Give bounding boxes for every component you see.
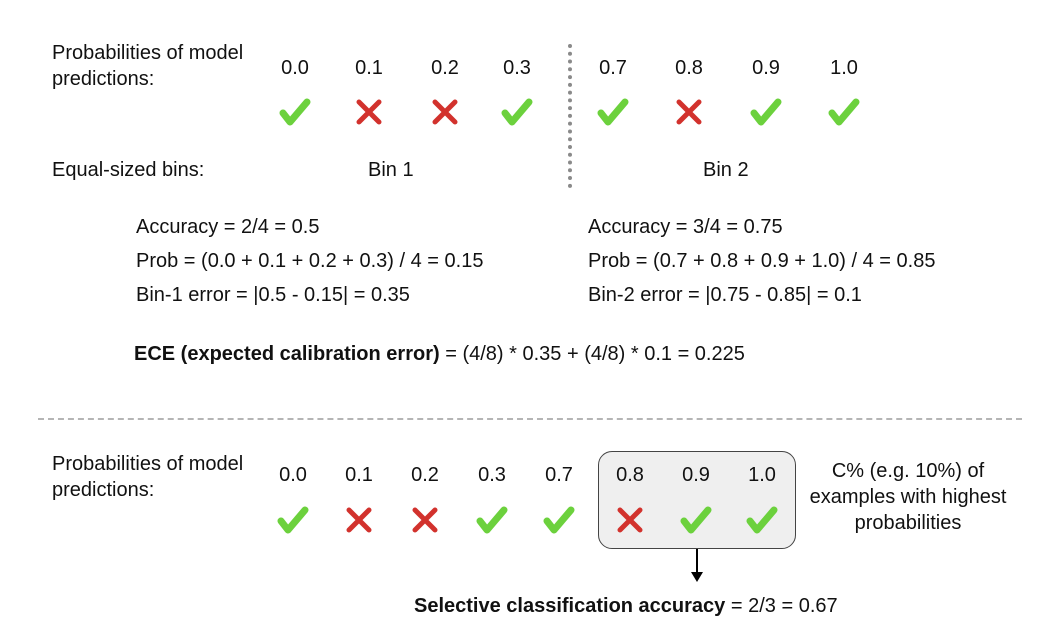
top-prob-label: 0.1 <box>355 57 383 79</box>
cross-icon <box>405 500 445 540</box>
top-probabilities-label: Probabilities of model predictions: <box>52 42 244 90</box>
selective-accuracy-calculation: = 2/3 = 0.67 <box>725 595 838 617</box>
bottom-prob-label: 1.0 <box>748 464 776 486</box>
bins-label: Equal-sized bins: <box>52 159 205 181</box>
check-icon <box>742 500 782 540</box>
check-icon <box>539 500 579 540</box>
cross-icon <box>425 92 465 132</box>
bin1-error: Bin-1 error = |0.5 - 0.15| = 0.35 <box>136 284 410 306</box>
ece-title: ECE (expected calibration error) <box>134 343 440 365</box>
top-prob-label: 0.8 <box>675 57 703 79</box>
bin2-error: Bin-2 error = |0.75 - 0.85| = 0.1 <box>588 284 862 306</box>
bin-divider <box>568 44 572 188</box>
selective-accuracy-formula: Selective classification accuracy = 2/3 … <box>414 594 838 618</box>
bottom-probabilities-label: Probabilities of model predictions: <box>52 453 244 501</box>
bottom-prob-label: 0.2 <box>411 464 439 486</box>
top-prob-label: 0.2 <box>431 57 459 79</box>
top-prob-label: 0.9 <box>752 57 780 79</box>
check-icon <box>472 500 512 540</box>
arrow-head-icon <box>691 572 703 582</box>
section-divider <box>38 418 1022 420</box>
bottom-prob-label: 0.0 <box>279 464 307 486</box>
ece-calculation: = (4/8) * 0.35 + (4/8) * 0.1 = 0.225 <box>439 343 745 365</box>
bottom-prob-label: 0.8 <box>616 464 644 486</box>
check-icon <box>275 92 315 132</box>
bin1-prob: Prob = (0.0 + 0.1 + 0.2 + 0.3) / 4 = 0.1… <box>136 250 484 272</box>
check-icon <box>273 500 313 540</box>
top-confidence-box <box>598 451 796 549</box>
bin2-prob: Prob = (0.7 + 0.8 + 0.9 + 1.0) / 4 = 0.8… <box>588 250 936 272</box>
top-prob-label: 0.3 <box>503 57 531 79</box>
bin1-label: Bin 1 <box>368 159 414 181</box>
check-icon <box>497 92 537 132</box>
top-prob-label: 0.7 <box>599 57 627 79</box>
cross-icon <box>339 500 379 540</box>
cross-icon <box>610 500 650 540</box>
top-prob-label: 1.0 <box>830 57 858 79</box>
selective-accuracy-title: Selective classification accuracy <box>414 595 726 617</box>
check-icon <box>824 92 864 132</box>
bin2-calculations: Accuracy = 3/4 = 0.75 Prob = (0.7 + 0.8 … <box>588 210 935 312</box>
bottom-prob-label: 0.7 <box>545 464 573 486</box>
cross-icon <box>669 92 709 132</box>
top-prob-label: 0.0 <box>281 57 309 79</box>
bottom-prob-label: 0.1 <box>345 464 373 486</box>
bottom-prob-label: 0.3 <box>478 464 506 486</box>
bin2-accuracy: Accuracy = 3/4 = 0.75 <box>588 216 783 238</box>
arrow-icon <box>696 549 698 573</box>
bin1-accuracy: Accuracy = 2/4 = 0.5 <box>136 216 320 238</box>
check-icon <box>746 92 786 132</box>
check-icon <box>676 500 716 540</box>
cross-icon <box>349 92 389 132</box>
selection-note: C% (e.g. 10%) of examples with highest p… <box>809 460 1007 534</box>
bin1-calculations: Accuracy = 2/4 = 0.5 Prob = (0.0 + 0.1 +… <box>136 210 483 312</box>
bottom-prob-label: 0.9 <box>682 464 710 486</box>
check-icon <box>593 92 633 132</box>
bin2-label: Bin 2 <box>703 159 749 181</box>
ece-formula: ECE (expected calibration error) = (4/8)… <box>134 342 745 366</box>
